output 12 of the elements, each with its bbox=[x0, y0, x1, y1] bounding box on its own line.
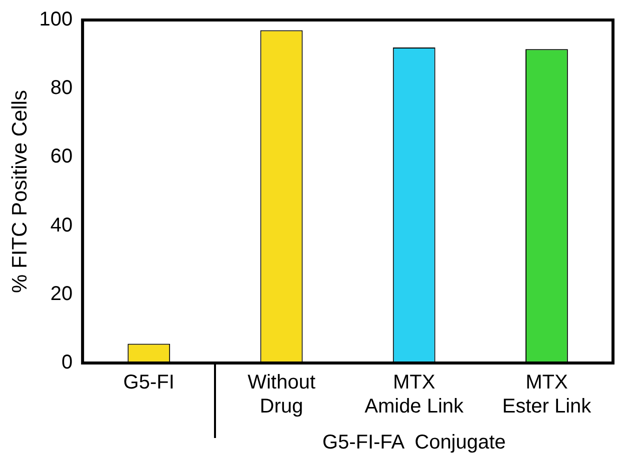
y-tick-label: 20 bbox=[50, 282, 73, 305]
y-tick-label: 100 bbox=[39, 8, 73, 31]
y-tick-label: 40 bbox=[50, 214, 73, 236]
x-tick-label: Without Drug bbox=[248, 372, 316, 418]
x-tick-label: G5-FI bbox=[123, 372, 174, 394]
y-axis-title: % FITC Positive Cells bbox=[8, 90, 32, 294]
y-tick-label: 0 bbox=[61, 352, 73, 374]
x-tick-label: MTX Ester Link bbox=[502, 372, 592, 418]
y-tick-label: 60 bbox=[50, 146, 73, 168]
x-tick-label: MTX Amide Link bbox=[364, 372, 465, 418]
x-axis-title: G5-FI-FA Conjugate bbox=[322, 432, 506, 454]
y-tick-label: 80 bbox=[50, 77, 73, 100]
